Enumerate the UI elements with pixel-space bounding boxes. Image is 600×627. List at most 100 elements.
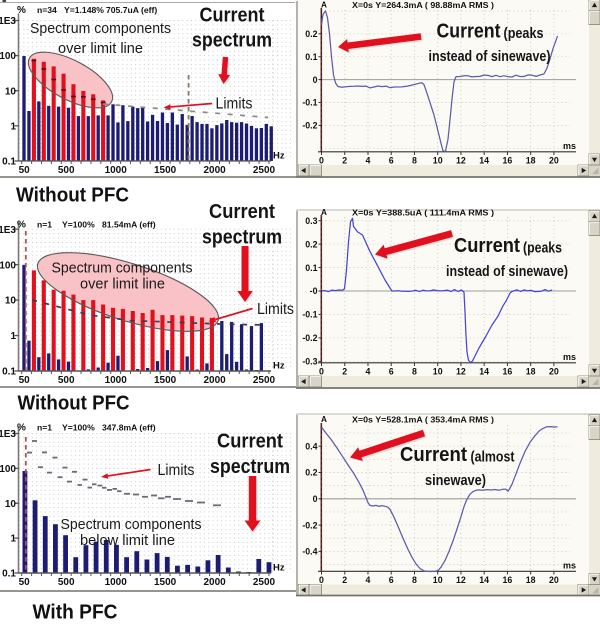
svg-text:2000: 2000 (203, 375, 226, 386)
svg-text:2000: 2000 (203, 577, 226, 588)
svg-text:Y=100%: Y=100% (62, 220, 95, 230)
svg-text:1500: 1500 (154, 577, 177, 588)
svg-text:0.1: 0.1 (2, 367, 16, 378)
svg-text:1000: 1000 (105, 165, 128, 176)
svg-text:500: 500 (58, 577, 75, 588)
svg-text:Spectrum components: Spectrum components (61, 517, 202, 533)
svg-text:16: 16 (503, 155, 513, 165)
svg-text:0.2: 0.2 (305, 29, 317, 39)
svg-text:8: 8 (412, 155, 417, 165)
svg-text:2500: 2500 (253, 165, 276, 176)
svg-text:%: % (17, 220, 26, 231)
svg-text:18: 18 (526, 155, 536, 165)
svg-text:10: 10 (433, 575, 443, 585)
svg-text:18: 18 (526, 366, 536, 376)
svg-text:1E3: 1E3 (0, 429, 16, 440)
svg-text:10: 10 (433, 366, 443, 376)
svg-text:Without PFC: Without PFC (16, 184, 129, 207)
svg-text:10: 10 (5, 296, 17, 307)
svg-text:1: 1 (10, 534, 16, 545)
svg-text:With PFC: With PFC (33, 601, 118, 624)
svg-text:0: 0 (319, 366, 324, 376)
svg-text:705.7uA (eff): 705.7uA (eff) (106, 5, 157, 15)
svg-text:Hz: Hz (273, 150, 285, 161)
svg-text:0.3: 0.3 (305, 216, 317, 226)
svg-text:-0.4: -0.4 (302, 547, 317, 557)
svg-text:2500: 2500 (253, 577, 276, 588)
svg-text:Current: Current (200, 5, 265, 27)
svg-text:1E3: 1E3 (0, 16, 16, 27)
svg-text:(almost: (almost (471, 450, 515, 466)
svg-text:-0.2: -0.2 (302, 333, 317, 343)
svg-text:Y=1.148%: Y=1.148% (64, 5, 104, 15)
svg-text:Hz: Hz (273, 563, 285, 574)
svg-text:8: 8 (412, 366, 417, 376)
svg-text:Current: Current (209, 201, 275, 223)
svg-text:4: 4 (366, 155, 371, 165)
svg-text:0.1: 0.1 (305, 52, 317, 62)
svg-text:instead of sinewave): instead of sinewave) (446, 264, 568, 280)
svg-text:6: 6 (389, 155, 394, 165)
svg-text:-0.2: -0.2 (302, 520, 317, 530)
svg-text:50: 50 (19, 375, 31, 386)
svg-text:Limits: Limits (216, 96, 253, 113)
svg-text:spectrum: spectrum (192, 30, 272, 52)
svg-text:81.54mA (eff): 81.54mA (eff) (102, 220, 156, 230)
svg-text:10: 10 (5, 499, 17, 510)
svg-text:-0.1: -0.1 (302, 98, 317, 108)
svg-text:n=34: n=34 (37, 5, 57, 15)
svg-text:14: 14 (479, 366, 489, 376)
svg-text:10: 10 (5, 86, 17, 97)
svg-text:2000: 2000 (203, 165, 226, 176)
svg-text:Limits: Limits (158, 462, 195, 479)
svg-text:0.2: 0.2 (305, 468, 317, 478)
svg-text:50: 50 (19, 165, 31, 176)
svg-text:-0: -0 (310, 286, 318, 296)
svg-text:over limit line: over limit line (58, 41, 143, 57)
svg-text:Current: Current (217, 431, 283, 453)
svg-text:-0.3: -0.3 (302, 357, 317, 367)
svg-text:Limits: Limits (257, 301, 294, 318)
svg-text:12: 12 (456, 366, 466, 376)
svg-text:below limit line: below limit line (80, 533, 175, 549)
svg-text:-0.2: -0.2 (302, 121, 317, 131)
svg-text:20: 20 (549, 366, 559, 376)
svg-text:100: 100 (0, 464, 16, 475)
svg-text:0: 0 (313, 75, 318, 85)
svg-text:20: 20 (549, 575, 559, 585)
svg-text:A: A (321, 1, 327, 10)
svg-text:6: 6 (389, 575, 394, 585)
svg-text:2: 2 (342, 366, 347, 376)
svg-text:2500: 2500 (253, 375, 276, 386)
svg-text:ms: ms (563, 141, 576, 151)
svg-text:Current: Current (454, 235, 520, 257)
svg-text:1: 1 (10, 331, 16, 342)
svg-text:100: 100 (0, 51, 16, 62)
svg-text:14: 14 (479, 155, 489, 165)
svg-text:Current: Current (437, 21, 501, 43)
svg-text:1: 1 (10, 121, 16, 132)
svg-text:347.8mA (eff): 347.8mA (eff) (102, 423, 156, 433)
svg-text:0.4: 0.4 (305, 441, 317, 451)
svg-text:X=0s Y=528.1mA ( 353.4mA RMS: X=0s Y=528.1mA ( 353.4mA RMS ) (352, 415, 494, 425)
svg-text:4: 4 (366, 575, 371, 585)
svg-text:500: 500 (58, 375, 75, 386)
svg-text:1000: 1000 (105, 375, 128, 386)
svg-text:over limit line: over limit line (80, 277, 165, 293)
svg-text:0.1: 0.1 (2, 569, 16, 580)
svg-text:2: 2 (342, 155, 347, 165)
svg-text:%: % (17, 423, 26, 434)
svg-text:(peaks: (peaks (504, 26, 544, 42)
svg-text:10: 10 (433, 155, 443, 165)
svg-text:-0.1: -0.1 (302, 310, 317, 320)
svg-text:Current: Current (400, 444, 467, 466)
svg-text:18: 18 (526, 575, 536, 585)
svg-text:A: A (321, 208, 327, 217)
svg-text:ms: ms (563, 560, 576, 570)
svg-text:Hz: Hz (273, 361, 285, 372)
svg-text:0: 0 (313, 494, 318, 504)
svg-text:sinewave): sinewave) (425, 473, 486, 489)
svg-text:Spectrum components: Spectrum components (52, 261, 193, 277)
svg-text:Spectrum components: Spectrum components (30, 21, 171, 37)
svg-text:X=0s Y=264.3mA ( 98.88mA RMS: X=0s Y=264.3mA ( 98.88mA RMS ) (352, 0, 494, 10)
